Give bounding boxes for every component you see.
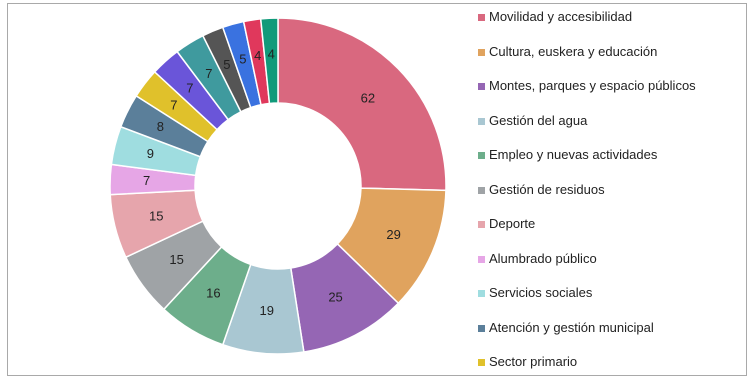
slice-value-label-3: 25 <box>328 290 342 305</box>
slice-value-label-5: 16 <box>206 286 220 301</box>
legend-label: Atención y gestión municipal <box>489 319 654 335</box>
legend-label: Montes, parques y espacio públicos <box>489 78 696 93</box>
legend-label: Deporte <box>489 216 536 231</box>
slice-value-label-4: 19 <box>259 303 273 318</box>
legend-swatch <box>478 186 485 194</box>
legend-item-10: Atención y gestión municipal <box>478 321 724 339</box>
legend-label: Movilidad y accesibilidad <box>489 9 633 24</box>
legend-swatch <box>478 359 485 366</box>
legend-label: Empleo y nuevas actividades <box>489 147 658 162</box>
slice-value-label-10: 8 <box>157 119 164 134</box>
legend-swatch <box>478 117 485 125</box>
legend-item-3: Montes, parques y espacio públicos <box>478 79 724 97</box>
slice-value-label-14: 5 <box>223 57 230 72</box>
legend-label: Cultura, euskera y educación <box>489 43 658 59</box>
slice-value-label-15: 5 <box>239 51 246 66</box>
legend-item-7: Deporte <box>478 217 724 235</box>
slice-value-label-2: 29 <box>386 227 400 242</box>
slice-value-label-7: 15 <box>149 208 163 223</box>
legend-swatch <box>478 152 485 159</box>
legend-swatch <box>478 221 485 228</box>
legend-label: Gestión del agua <box>489 112 588 128</box>
legend-item-1: Movilidad y accesibilidad <box>478 10 724 28</box>
legend-swatch <box>478 290 485 297</box>
slice-value-label-13: 7 <box>205 66 212 81</box>
slice-value-label-6: 15 <box>169 252 183 267</box>
slice-value-label-11: 7 <box>170 98 177 113</box>
legend-item-5: Empleo y nuevas actividades <box>478 148 724 166</box>
legend-item-4: Gestión del agua <box>478 114 724 132</box>
chart-frame: 62 29 25 19 16 15 15 7 9 8 7 7 7 5 5 4 4 Movilidad y acc… <box>7 3 747 376</box>
slice-value-label-16: 4 <box>254 48 261 63</box>
legend-label: Gestión de residuos <box>489 181 605 197</box>
legend-item-6: Gestión de residuos <box>478 183 724 201</box>
donut-slice-1 <box>277 17 447 192</box>
legend-item-8: Alumbrado público <box>478 252 724 270</box>
legend-item-11: Sector primario <box>478 355 724 373</box>
legend-swatch <box>478 48 485 56</box>
legend-item-2: Cultura, euskera y educación <box>478 45 724 63</box>
slice-value-label-9: 9 <box>147 146 154 161</box>
legend-label: Alumbrado público <box>489 250 597 266</box>
donut-slice-17 <box>259 17 279 105</box>
legend-label: Sector primario <box>489 354 578 369</box>
slice-value-label-1: 62 <box>361 90 375 105</box>
legend-swatch <box>478 14 485 21</box>
legend-swatch <box>478 255 485 263</box>
slice-value-label-12: 7 <box>186 80 193 95</box>
legend-swatch <box>478 324 485 332</box>
legend-item-9: Servicios sociales <box>478 286 724 304</box>
slice-value-label-17: 4 <box>268 47 275 62</box>
legend-swatch <box>478 83 485 90</box>
slice-value-label-8: 7 <box>143 173 150 188</box>
legend-label: Servicios sociales <box>489 285 593 300</box>
